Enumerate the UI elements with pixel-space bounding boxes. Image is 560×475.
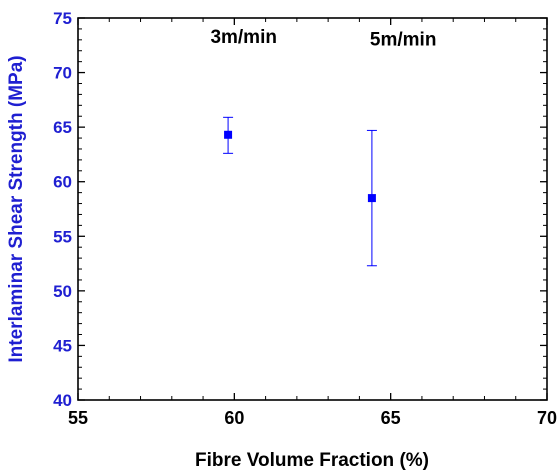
x-tick-label: 70 (537, 408, 557, 428)
y-tick-label: 70 (53, 64, 72, 83)
data-point (367, 194, 376, 203)
x-tick-label: 60 (224, 408, 244, 428)
x-tick-label: 55 (68, 408, 88, 428)
data-point (224, 130, 233, 139)
axis-ticks (77, 17, 548, 401)
y-tick-label: 60 (53, 173, 72, 192)
y-tick-label: 65 (53, 118, 72, 137)
y-tick-labels: 40 45 50 55 60 65 70 75 (53, 9, 72, 410)
plot-frame (77, 17, 548, 401)
x-axis-title: Fibre Volume Fraction (%) (195, 450, 429, 471)
y-tick-label: 45 (53, 336, 72, 355)
y-tick-label: 75 (53, 9, 72, 28)
error-bars (223, 116, 377, 267)
annotation-label: 3m/min (210, 27, 277, 48)
x-tick-labels: 55 60 65 70 (68, 408, 557, 428)
y-tick-label: 55 (53, 227, 72, 246)
annotations: 3m/min 5m/min (210, 27, 436, 50)
plot-area (77, 17, 548, 401)
data-points (224, 130, 376, 203)
y-tick-label: 40 (53, 391, 72, 410)
x-tick-label: 65 (381, 408, 401, 428)
annotation-label: 5m/min (370, 29, 437, 50)
y-tick-label: 50 (53, 282, 72, 301)
y-axis-title: Interlaminar Shear Strength (MPa) (6, 55, 27, 362)
